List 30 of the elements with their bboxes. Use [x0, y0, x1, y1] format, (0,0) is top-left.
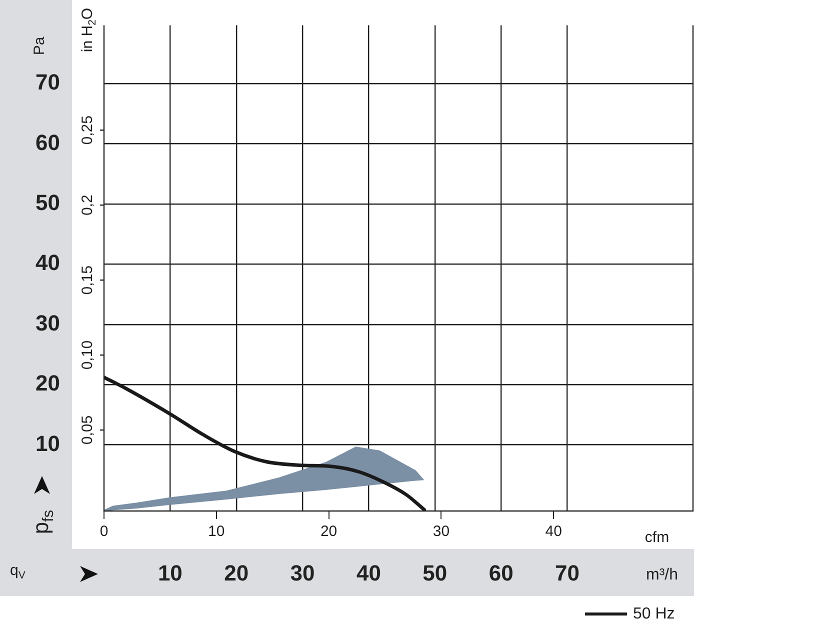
- text: pfs: [28, 510, 57, 534]
- x-tick-label: 10: [208, 523, 225, 540]
- y-tick-label: 60: [36, 130, 60, 155]
- y2-tick-label: 0,15: [79, 265, 96, 295]
- x-tick-label: 40: [545, 523, 562, 540]
- legend-label: 50 Hz: [633, 605, 675, 622]
- y-tick-label: 40: [36, 250, 60, 276]
- x-tick-label: 0: [100, 523, 108, 540]
- y2-tick-label: 0,2: [79, 194, 96, 216]
- y-tick-label: 20: [36, 370, 60, 396]
- x2-tick-label: 30: [290, 560, 315, 586]
- y-tick-label: 30: [36, 310, 60, 336]
- y2-tick-label: 0,10: [79, 340, 96, 370]
- y-tick-label: 50: [36, 190, 60, 216]
- x2-tick-label: 20: [224, 560, 249, 586]
- x2-tick-label: 50: [422, 560, 448, 586]
- y-tick-label: 10: [36, 430, 60, 456]
- y-tick-label: 70: [36, 70, 60, 95]
- y2-axis-title: in H2O: [79, 8, 98, 52]
- x2-tick-label: 60: [488, 560, 514, 586]
- x2-tick-label: 10: [158, 560, 182, 586]
- y-axis-title: Pa: [31, 36, 48, 56]
- x2-tick-label: 40: [356, 560, 381, 586]
- x-tick-label: 30: [432, 523, 450, 540]
- x2-tick-label: 70: [555, 560, 580, 586]
- y2-tick-label: 0,25: [79, 116, 96, 145]
- y2-tick-label: 0,05: [79, 415, 96, 445]
- x-axis-title: cfm: [644, 529, 670, 546]
- x2-axis-title: m³/h: [646, 566, 678, 584]
- x-tick-label: 20: [320, 523, 338, 540]
